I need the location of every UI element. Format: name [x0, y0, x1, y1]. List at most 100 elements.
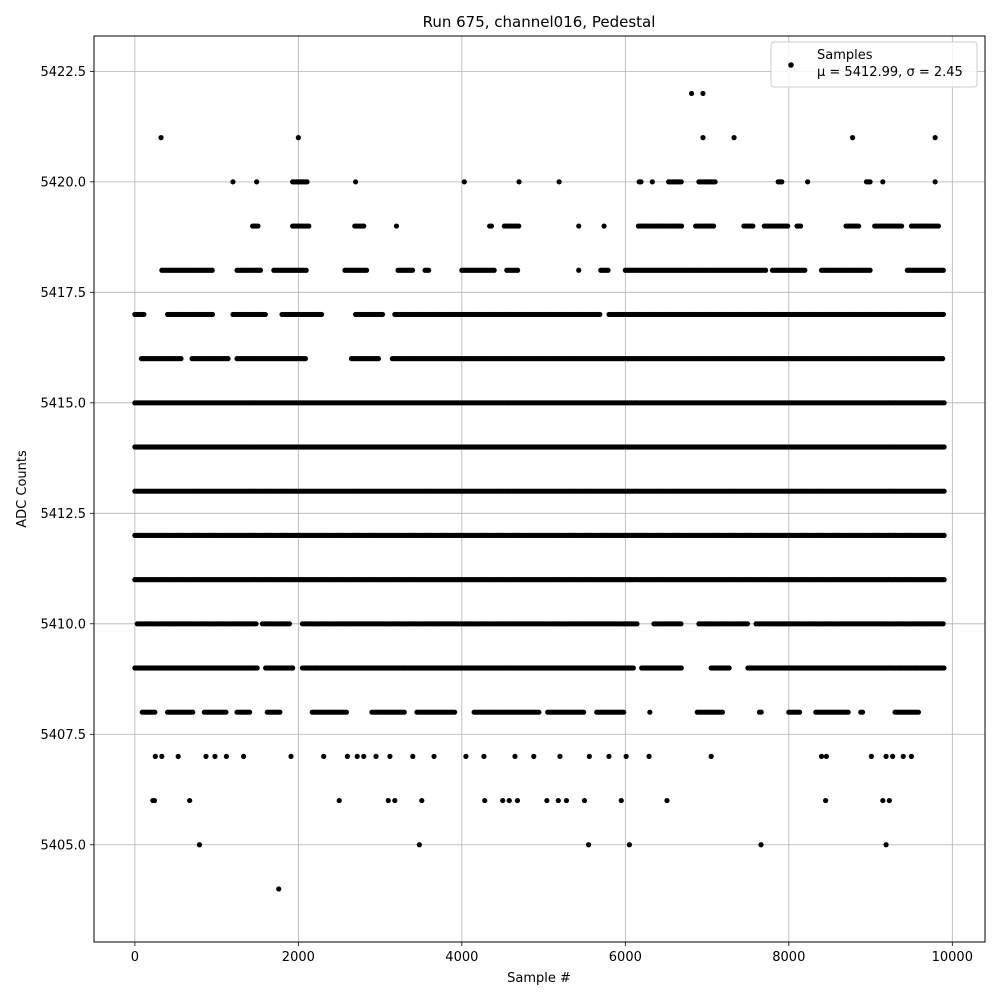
data-point [352, 179, 359, 185]
data-point [932, 135, 938, 141]
data-point [940, 267, 946, 273]
data-point [158, 135, 164, 141]
data-point [555, 797, 561, 804]
data-point [212, 753, 218, 759]
data-point [678, 223, 685, 229]
data-point [321, 753, 327, 759]
data-point [385, 797, 391, 804]
data-point [883, 842, 889, 848]
data-point [649, 179, 655, 185]
data-point [797, 223, 804, 229]
data-point [867, 267, 873, 273]
data-point [601, 223, 607, 229]
chart-title: Run 675, channel016, Pedestal [423, 13, 656, 31]
data-point [514, 797, 521, 804]
data-point [941, 444, 947, 450]
data-point [941, 665, 947, 671]
data-point [576, 267, 582, 273]
x-axis-label: Sample # [507, 971, 571, 986]
legend-series-stats: μ = 5412.99, σ = 2.45 [817, 65, 963, 80]
data-point [581, 709, 587, 715]
data-point [678, 179, 684, 185]
data-point [890, 753, 896, 759]
data-point [262, 311, 268, 318]
data-point [514, 267, 521, 273]
data-point [940, 621, 946, 627]
data-point [700, 135, 706, 141]
data-point [941, 488, 947, 494]
data-point [700, 90, 706, 97]
data-point [288, 753, 294, 759]
data-point [941, 400, 947, 406]
y-tick-label: 5412.5 [41, 507, 87, 522]
data-point [410, 753, 416, 759]
data-point [344, 753, 350, 759]
y-tick-label: 5417.5 [41, 286, 87, 301]
data-point [223, 753, 230, 759]
x-tick-label: 10000 [932, 950, 973, 965]
x-axis-ticks: 0 2000 4000 6000 8000 10000 [131, 942, 973, 965]
data-point [941, 577, 947, 583]
data-point [758, 709, 764, 715]
data-point [306, 223, 312, 229]
data-point [797, 709, 803, 715]
data-point [708, 753, 714, 759]
data-point [935, 223, 942, 229]
legend: Samples μ = 5412.99, σ = 2.45 [770, 41, 978, 88]
x-tick-label: 2000 [282, 950, 315, 965]
data-point [805, 179, 811, 185]
data-point [409, 267, 416, 273]
data-point [254, 179, 260, 185]
data-point [304, 179, 310, 185]
data-point [392, 797, 398, 804]
data-point [240, 753, 247, 759]
data-point [290, 665, 296, 671]
data-point [276, 886, 282, 892]
data-point [209, 267, 215, 273]
data-point [818, 753, 825, 759]
data-point [867, 179, 873, 185]
data-point [581, 797, 588, 804]
data-point [151, 797, 158, 804]
data-point [557, 753, 563, 759]
data-point [626, 842, 633, 848]
data-point [375, 356, 382, 362]
data-point [726, 665, 732, 671]
data-point [585, 842, 592, 848]
data-point [845, 709, 851, 715]
data-point [452, 709, 458, 715]
data-point [638, 179, 644, 185]
data-point [623, 753, 629, 759]
data-point [500, 797, 506, 804]
data-point [209, 311, 216, 318]
data-point [618, 797, 624, 804]
data-point [363, 267, 370, 273]
data-point [883, 753, 889, 759]
data-point [646, 753, 652, 759]
data-point [255, 223, 261, 229]
data-point [257, 267, 264, 273]
data-point [886, 797, 892, 804]
data-point [482, 797, 488, 804]
data-point [823, 797, 829, 804]
data-point [647, 709, 653, 715]
data-point [859, 709, 866, 715]
data-point [303, 267, 309, 273]
data-point [899, 223, 905, 229]
data-point [868, 753, 874, 759]
data-point [634, 621, 640, 627]
data-point [516, 179, 522, 185]
data-point [664, 797, 670, 804]
x-tick-label: 8000 [772, 950, 805, 965]
data-point [586, 753, 592, 759]
data-point [302, 356, 308, 362]
data-points [132, 90, 947, 892]
data-point [295, 135, 301, 141]
data-point [779, 179, 785, 185]
data-point [597, 311, 603, 318]
data-point [512, 753, 518, 759]
x-tick-label: 4000 [445, 950, 478, 965]
y-tick-label: 5420.0 [41, 175, 87, 190]
data-point [379, 311, 386, 318]
legend-series-name: Samples [817, 48, 873, 63]
